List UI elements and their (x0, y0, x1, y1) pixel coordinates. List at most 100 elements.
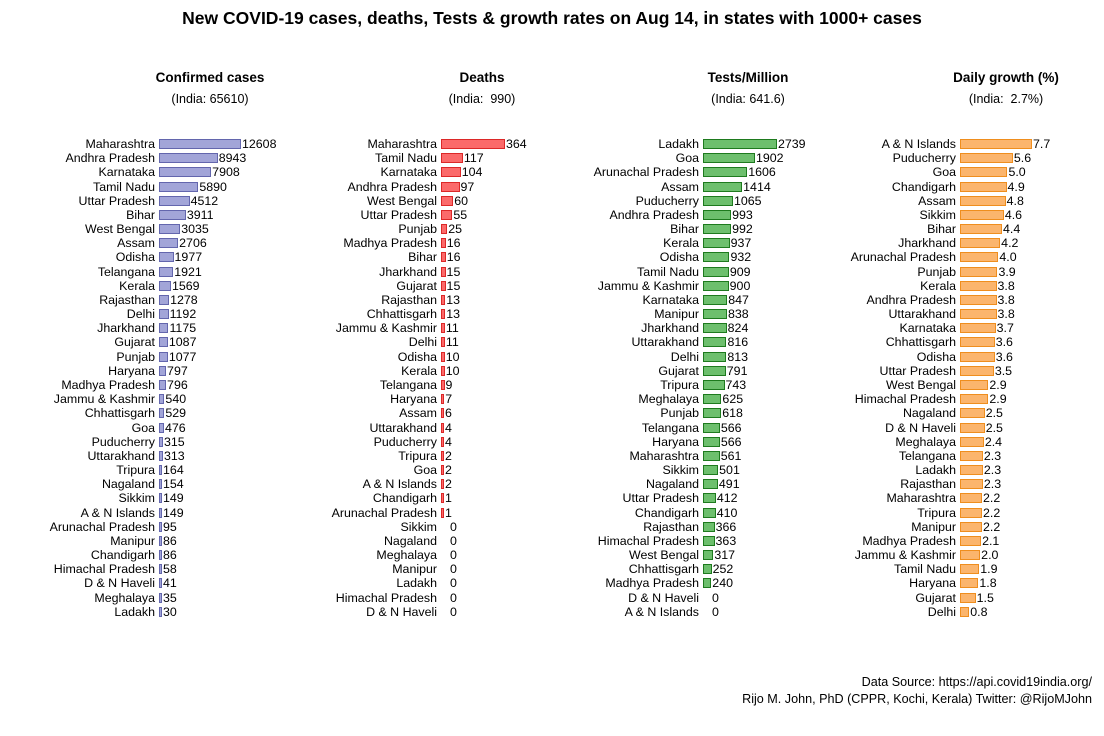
value-label: 813 (727, 349, 749, 364)
state-label: Chhattisgarh (885, 335, 956, 350)
value-label: 1175 (169, 321, 197, 336)
bar-row: Chandigarh 1 (315, 491, 580, 505)
value-label: 2 (445, 463, 452, 478)
state-label: Himachal Pradesh (53, 562, 155, 577)
bar (159, 153, 218, 164)
chart-footer: Data Source: https://api.covid19india.or… (742, 674, 1092, 708)
value-label: 3.6 (995, 349, 1013, 364)
bar-row: Delhi 1192 (30, 307, 295, 321)
bar-row: Meghalaya 0 (315, 548, 580, 562)
bar (441, 309, 446, 320)
state-label: Karnataka (899, 321, 956, 336)
bar-row: Tamil Nadu 117 (315, 151, 580, 165)
value-label: 240 (712, 576, 733, 591)
bar (703, 280, 729, 291)
value-label: 1414 (743, 179, 771, 194)
value-label: 3035 (181, 222, 209, 237)
value-label: 1921 (174, 264, 202, 279)
state-label: Odisha (115, 250, 155, 265)
value-label: 3.5 (994, 363, 1013, 378)
bar (159, 436, 163, 447)
value-label: 1.9 (980, 562, 998, 577)
bar (703, 479, 718, 490)
bar (960, 323, 996, 334)
bar (703, 266, 729, 277)
bar-row: Chandigarh 86 (30, 548, 295, 562)
bar-row: Punjab 3.9 (833, 265, 1098, 279)
state-label: Himachal Pradesh (597, 533, 699, 548)
state-label: Chhattisgarh (366, 307, 437, 322)
state-label: Sikkim (118, 491, 155, 506)
bar-row: Kerala 937 (576, 236, 841, 250)
state-label: Puducherry (892, 151, 956, 166)
value-label: 8943 (218, 151, 247, 166)
value-label: 1606 (748, 165, 776, 180)
bar-row: Telangana 2.3 (833, 449, 1098, 463)
value-label: 97 (460, 179, 475, 194)
value-label: 0 (450, 590, 457, 605)
value-label: 2.2 (983, 519, 1001, 534)
state-label: D & N Haveli (628, 590, 699, 605)
bar-row: Tripura 164 (30, 463, 295, 477)
bar (703, 238, 730, 249)
bar-row: Haryana 1.8 (833, 576, 1098, 590)
state-label: Rajasthan (99, 292, 155, 307)
state-label: Uttarakhand (87, 448, 155, 463)
bar (703, 493, 716, 504)
panel-title: Deaths (459, 70, 505, 85)
value-label: 3911 (186, 207, 214, 222)
state-label: Jammu & Kashmir (335, 321, 437, 336)
bar (159, 606, 162, 617)
bar-row: Uttarakhand 313 (30, 449, 295, 463)
bar (441, 224, 448, 235)
state-label: Odisha (659, 250, 699, 265)
value-label: 149 (163, 505, 184, 520)
bar (703, 139, 777, 150)
bar (441, 337, 445, 348)
state-label: D & N Haveli (885, 420, 956, 435)
state-label: Uttarakhand (888, 307, 956, 322)
value-label: 796 (167, 378, 188, 392)
bar (960, 564, 980, 575)
state-label: Puducherry (635, 193, 699, 208)
state-label: Ladakh (915, 463, 956, 478)
value-label: 11 (445, 321, 459, 336)
bar-row: Rajasthan 13 (315, 293, 580, 307)
panel-title: Confirmed cases (155, 70, 265, 85)
bar (703, 209, 732, 220)
bar (159, 592, 162, 603)
bar (441, 465, 444, 476)
state-label: Maharashtra (629, 448, 699, 463)
state-label: Assam (918, 193, 956, 208)
value-label: 1278 (170, 292, 198, 307)
bar (703, 535, 715, 546)
value-label: 797 (167, 363, 188, 378)
bar-row: Goa 1902 (576, 151, 841, 165)
state-label: Tamil Nadu (894, 562, 956, 577)
state-label: Meghalaya (376, 548, 437, 563)
state-label: Bihar (927, 222, 956, 237)
value-label: 1 (445, 505, 452, 520)
value-label: 3.8 (997, 307, 1015, 322)
bar-row: Nagaland 2.5 (833, 406, 1098, 420)
bar (703, 436, 720, 447)
state-label: Ladakh (658, 137, 699, 152)
state-label: Madhya Pradesh (343, 236, 437, 251)
bar (703, 521, 715, 532)
value-label: 16 (446, 236, 461, 251)
bar (159, 337, 168, 348)
bar-row: Chhattisgarh 3.6 (833, 335, 1098, 349)
state-label: Rajasthan (643, 519, 699, 534)
bar (441, 238, 446, 249)
value-label: 1.8 (979, 576, 997, 591)
bar-row: Jammu & Kashmir 11 (315, 321, 580, 335)
value-label: 5890 (199, 179, 227, 194)
value-label: 4.6 (1004, 207, 1023, 222)
bar (441, 280, 446, 291)
state-label: Jammu & Kashmir (597, 278, 699, 293)
value-label: 2.5 (985, 406, 1003, 421)
bar (960, 606, 970, 617)
state-label: Karnataka (380, 165, 437, 180)
bar-row: Rajasthan 2.3 (833, 477, 1098, 491)
value-label: 55 (453, 207, 468, 222)
